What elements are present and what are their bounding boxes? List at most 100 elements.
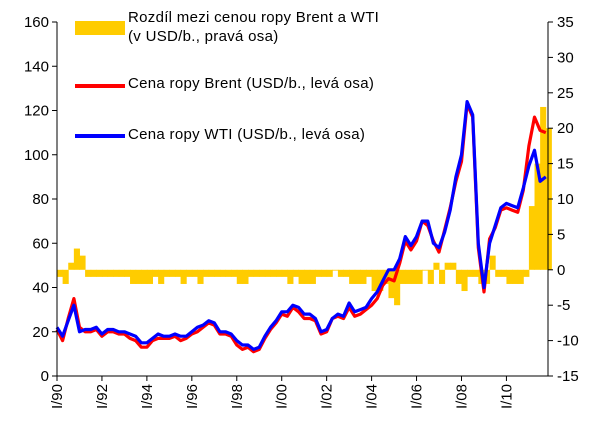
spread-bar — [371, 269, 378, 292]
spread-bar — [360, 269, 367, 284]
spread-bar — [287, 269, 294, 284]
spread-bar — [73, 248, 80, 270]
x-tick-label: I/96 — [184, 384, 201, 409]
spread-bar — [298, 269, 305, 284]
spread-bar — [270, 269, 277, 277]
x-tick-label: I/98 — [229, 384, 246, 409]
spread-bar — [264, 269, 271, 277]
spread-bar — [236, 269, 243, 284]
spread-bar — [365, 269, 373, 277]
spread-bar — [377, 269, 384, 292]
spread-bar — [455, 269, 462, 284]
spread-bar — [427, 269, 434, 284]
y2-tick-label: 5 — [557, 226, 565, 243]
spread-bar — [96, 269, 103, 277]
spread-bar — [225, 269, 232, 277]
spread-bar — [135, 269, 142, 284]
spread-bar — [259, 269, 266, 277]
y-tick-label: 20 — [32, 324, 49, 341]
spread-bar — [433, 262, 440, 270]
y-tick-label: 80 — [32, 191, 49, 208]
y2-tick-label: 20 — [557, 120, 574, 137]
y-tick-label: 60 — [32, 235, 49, 252]
spread-bar — [180, 269, 187, 284]
spread-bar — [186, 269, 193, 277]
spread-bar — [231, 269, 238, 277]
y2-tick-label: -15 — [557, 368, 579, 385]
spread-bar — [62, 269, 69, 284]
spread-bar — [90, 269, 97, 277]
x-tick-label: I/02 — [319, 384, 336, 409]
spread-bar — [444, 262, 451, 270]
spread-bar — [467, 269, 474, 277]
spread-bar — [309, 269, 316, 284]
spread-bar — [332, 269, 339, 271]
spread-bar — [124, 269, 131, 277]
spread-bar — [169, 269, 176, 277]
spread-bar — [540, 106, 547, 270]
legend-label: Rozdíl mezi cenou ropy Brent a WTI (v US… — [128, 9, 380, 45]
spread-bar — [152, 269, 159, 277]
legend-swatch — [75, 21, 125, 35]
spread-bar — [174, 269, 182, 277]
x-tick-label: I/08 — [453, 384, 470, 409]
spread-bar — [203, 269, 210, 277]
spread-bar — [349, 269, 356, 284]
spread-bar — [523, 269, 530, 277]
spread-bar — [79, 255, 86, 270]
spread-bar — [253, 269, 260, 277]
y2-tick-label: 30 — [557, 49, 574, 66]
spread-bar — [130, 269, 137, 284]
y2-tick-label: 15 — [557, 156, 574, 173]
y2-tick-label: -5 — [557, 297, 570, 314]
spread-bar — [146, 269, 154, 284]
spread-bar — [214, 269, 221, 277]
x-tick-label: I/90 — [49, 384, 66, 409]
spread-bar — [292, 269, 300, 277]
x-tick-label: I/92 — [94, 384, 111, 409]
x-tick-label: I/04 — [364, 384, 381, 409]
legend-label: Cena ropy WTI (USD/b., levá osa) — [128, 126, 366, 143]
spread-bar — [141, 269, 148, 284]
spread-bar — [500, 269, 507, 277]
y-tick-label: 0 — [41, 368, 49, 385]
x-tick-label: I/10 — [498, 384, 515, 409]
spread-bar — [107, 269, 114, 277]
spread-bar — [461, 269, 468, 292]
spread-bar — [57, 269, 64, 277]
spread-bar — [439, 269, 446, 284]
spread-bar — [517, 269, 524, 284]
spread-bar — [163, 269, 170, 277]
price-line — [55, 100, 547, 351]
y2-tick-label: -10 — [557, 333, 579, 350]
y2-tick-label: 10 — [557, 191, 574, 208]
x-tick-label: I/00 — [274, 384, 291, 409]
y2-tick-label: 35 — [557, 14, 574, 31]
spread-bar — [113, 269, 120, 277]
spread-bar — [248, 269, 255, 277]
spread-bar — [219, 269, 227, 277]
x-tick-label: I/06 — [409, 384, 426, 409]
spread-bar — [512, 269, 519, 284]
spread-bar — [68, 262, 75, 270]
spread-bar — [208, 269, 215, 277]
spread-bar — [304, 269, 311, 284]
spread-bar — [276, 269, 283, 277]
y-tick-label: 40 — [32, 280, 49, 297]
y-tick-label: 160 — [24, 14, 49, 31]
spread-bar — [354, 269, 361, 284]
spread-bar — [388, 269, 395, 299]
spread-bar — [405, 269, 412, 284]
spread-bar — [528, 206, 536, 270]
y-tick-label: 100 — [24, 147, 49, 164]
y-tick-label: 140 — [24, 58, 49, 75]
y2-tick-label: 0 — [557, 262, 565, 279]
spread-bar — [489, 255, 496, 270]
spread-bar — [158, 269, 165, 284]
spread-bar — [85, 269, 92, 277]
y2-tick-label: 25 — [557, 85, 574, 102]
spread-bar — [197, 269, 204, 284]
spread-bar — [394, 269, 401, 306]
